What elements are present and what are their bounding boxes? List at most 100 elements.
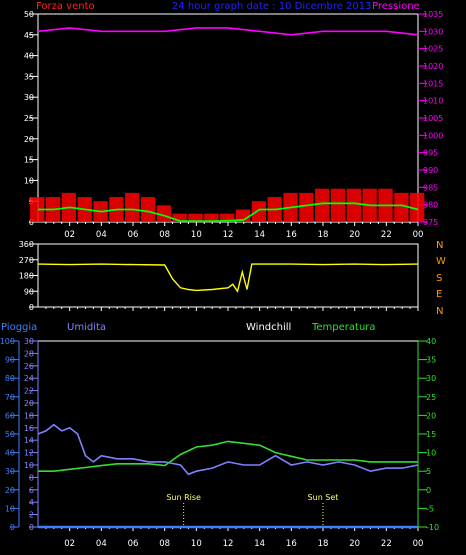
wind-gust-bar [346,188,361,222]
humidity-y-tick-label: 0 [29,523,34,532]
temperature-y-tick-label: 40 [426,337,436,346]
temperature-y-tick-label: -5 [426,504,434,513]
rain-y-tick-label: 40 [5,449,15,458]
rain-y-tick-label: 10 [5,504,15,513]
wind-direction-line [37,263,419,294]
wind-gust-bar [410,192,425,222]
humidity-y-tick-label: 16 [24,424,34,433]
rain-y-tick-label: 100 [0,337,15,346]
direction-y-tick-label: 270 [19,256,34,265]
wind-gust-bar [156,205,171,222]
wind-gust-bar [330,188,346,222]
humidity-y-tick-label: 8 [29,473,34,482]
direction-y-tick-label: 180 [19,272,34,281]
humidity-panel-x-label: 14 [254,539,265,549]
wind-gust-bar [188,213,203,222]
rain-y-tick-label: 80 [5,374,15,383]
humidity-line [37,423,419,476]
compass-n-bottom: N [436,306,443,317]
pressure-y-tick-label: 985 [423,183,438,192]
humidity-y-tick-label: 18 [24,411,34,420]
wind-gust-bar [315,188,330,222]
rain-y-tick-label: 70 [5,393,15,402]
humidity-panel-x-label: 22 [381,539,392,549]
wind-gust-bar [299,192,314,222]
wind-y-tick-label: 15 [24,156,34,165]
pressure-y-tick-label: 1005 [423,114,443,123]
humidity-y-tick-label: 20 [24,399,34,408]
pressure-y-tick-label: 1020 [423,62,443,71]
wind-panel-x-label: 18 [318,230,329,240]
temperature-y-tick-label: 25 [426,393,436,402]
humidity-y-tick-label: 14 [24,436,34,445]
humidity-panel-x-label: 00 [413,539,424,549]
header-wind-label: Forza vento [36,1,95,12]
wind-panel-x-label: 20 [349,230,360,240]
wind-gust-bar [140,197,156,222]
direction-y-tick-label: 0 [29,303,34,312]
humidity-panel-x-label: 16 [286,539,297,549]
pressure-y-tick-label: 1015 [423,79,443,88]
wind-y-tick-label: 30 [24,93,34,102]
wind-panel-x-label: 16 [286,230,297,240]
wind-panel-x-label: 12 [223,230,234,240]
humidity-y-tick-label: 22 [24,387,34,396]
wind-panel-x-label: 00 [413,230,424,240]
wind-panel-x-label: 04 [96,230,107,240]
pressure-y-tick-label: 1035 [423,10,443,19]
humidity-panel-x-label: 02 [64,539,75,549]
humidity-y-tick-label: 2 [29,511,34,520]
wind-gust-bar [125,192,140,222]
wind-y-tick-label: 0 [29,218,34,227]
pressure-y-tick-label: 1010 [423,97,443,106]
humidity-y-tick-label: 26 [24,362,34,371]
pressure-line [37,27,419,36]
compass-e: E [436,289,442,300]
legend-windchill: Windchill [246,322,291,333]
header-date-label: 24 hour graph date : 10 Dicembre 2013 [172,1,372,12]
humidity-panel-x-label: 18 [318,539,329,549]
sun-set-label: Sun Set [308,493,339,502]
compass-n-top: N [436,240,443,251]
direction-panel-frame [37,243,419,308]
temperature-y-tick-label: -10 [426,523,439,532]
humidity-panel-x-label: 08 [159,539,170,549]
wind-y-tick-label: 25 [24,114,34,123]
temperature-y-tick-label: 20 [426,411,436,420]
rain-y-tick-label: 50 [5,430,15,439]
humidity-y-tick-label: 6 [29,486,34,495]
direction-y-tick-label: 90 [24,287,34,296]
wind-gust-bar [251,201,266,222]
pressure-y-tick-label: 975 [423,218,438,227]
wind-panel-x-label: 08 [159,230,170,240]
rain-y-tick-label: 90 [5,356,15,365]
temperature-y-tick-label: 10 [426,449,436,458]
humidity-y-tick-label: 10 [24,461,34,470]
rain-y-tick-label: 0 [10,523,15,532]
wind-panel-x-label: 14 [254,230,265,240]
pressure-y-tick-label: 980 [423,201,438,210]
humidity-panel-x-label: 10 [191,539,202,549]
humidity-panel-x-label: 20 [349,539,360,549]
temperature-y-tick-label: 5 [426,467,431,476]
pressure-y-tick-label: 1000 [423,131,443,140]
humidity-panel-x-label: 12 [223,539,234,549]
temperature-y-tick-label: 30 [426,374,436,383]
wind-gust-bar [30,197,45,222]
wind-panel-x-label: 06 [128,230,139,240]
wind-panel-x-label: 10 [191,230,202,240]
legend-humidity: Umidita [67,322,106,333]
pressure-y-tick-label: 1030 [423,27,443,36]
legend-rain: Pioggia [1,322,37,333]
avg-wind-line [38,202,419,223]
compass-w: W [436,256,446,267]
pressure-y-tick-label: 1025 [423,45,443,54]
humidity-panel-x-label: 06 [128,539,139,549]
humidity-y-tick-label: 4 [29,498,34,507]
humidity-panel-frame [37,340,419,528]
wind-y-tick-label: 10 [24,176,34,185]
rain-y-tick-label: 60 [5,411,15,420]
wind-panel-x-label: 02 [64,230,75,240]
humidity-y-tick-label: 12 [24,449,34,458]
